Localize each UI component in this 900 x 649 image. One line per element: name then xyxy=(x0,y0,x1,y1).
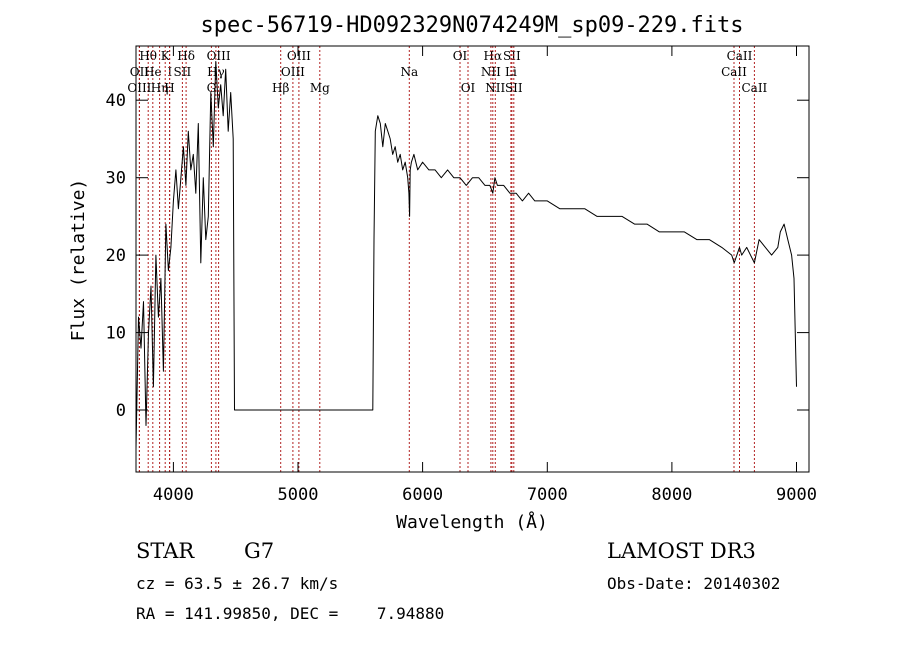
subclass: G7 xyxy=(244,539,275,563)
y-axis-label: Flux (relative) xyxy=(68,179,89,342)
spectral-line-label-9: SII xyxy=(174,65,192,79)
plot-frame xyxy=(135,45,810,473)
y-tick-label-2: 20 xyxy=(106,246,126,266)
x-tick-label-1: 5000 xyxy=(278,485,319,505)
spectral-line-label-22: NII xyxy=(485,81,505,95)
spectral-line-label-15: Hβ xyxy=(272,81,289,95)
x-axis-ticks: 4000 5000 6000 7000 8000 9000 xyxy=(153,46,817,505)
spectral-line-label-0: Hθ xyxy=(139,49,157,63)
y-tick-label-4: 40 xyxy=(106,91,126,111)
y-axis-ticks: 0 10 20 30 40 xyxy=(106,91,809,421)
spectral-line-label-28: CaII xyxy=(741,81,767,95)
x-tick-label-3: 7000 xyxy=(527,485,568,505)
spectral-line-label-13: OIII xyxy=(287,49,311,63)
spectral-line-label-17: Na xyxy=(400,65,418,79)
chart-title: spec-56719-HD092329N074249M_sp09-229.fit… xyxy=(200,13,743,38)
spectral-line-label-4: Hη xyxy=(151,81,169,95)
x-tick-label-5: 9000 xyxy=(776,485,817,505)
spectral-line-label-26: CaII xyxy=(727,49,753,63)
spectral-line-label-5: K xyxy=(161,49,171,63)
flux-series xyxy=(135,61,797,449)
spectral-line-label-24: Li xyxy=(505,65,517,79)
spectral-line-label-3: He xyxy=(144,65,162,79)
spectral-line-label-14: OIII xyxy=(281,65,305,79)
redshift-readout: cz = 63.5 ± 26.7 km/s xyxy=(136,574,339,593)
y-tick-label-0: 0 xyxy=(116,401,126,421)
obs-date: Obs-Date: 20140302 xyxy=(607,574,781,593)
survey-name: LAMOST DR3 xyxy=(607,539,756,563)
x-tick-label-0: 4000 xyxy=(153,485,194,505)
spectral-line-label-2: OIII xyxy=(127,81,151,95)
x-tick-label-4: 8000 xyxy=(651,485,692,505)
series-line-0 xyxy=(135,61,797,449)
spectral-line-label-27: CaII xyxy=(721,65,747,79)
spectral-line-label-19: OI xyxy=(461,81,476,95)
spectral-line-label-18: OI xyxy=(453,49,468,63)
y-tick-label-3: 30 xyxy=(106,169,126,189)
x-tick-label-2: 6000 xyxy=(402,485,443,505)
spectral-line-label-8: Hδ xyxy=(177,49,195,63)
spectral-line-label-25: SII xyxy=(505,81,523,95)
coordinates: RA = 141.99850, DEC = 7.94880 xyxy=(136,604,445,623)
spectral-line-label-23: SII xyxy=(503,49,521,63)
object-class: STAR xyxy=(136,539,195,563)
spectral-line-label-12: G xyxy=(207,81,217,95)
spectral-line-label-21: NII xyxy=(481,65,501,79)
spectral-line-label-7: H xyxy=(164,81,174,95)
y-tick-label-1: 10 xyxy=(106,324,126,344)
spectral-line-label-10: OIII xyxy=(207,49,231,63)
x-axis-label: Wavelength (Å) xyxy=(396,511,548,533)
spectral-line-label-16: Mg xyxy=(310,81,330,95)
spectral-line-label-20: Hα xyxy=(484,49,503,63)
